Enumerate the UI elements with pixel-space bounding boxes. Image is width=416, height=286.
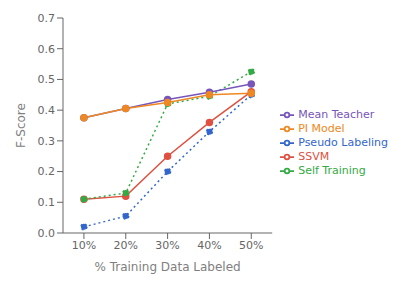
svg-text:0.6: 0.6 [38, 43, 56, 56]
svg-text:0.7: 0.7 [38, 12, 56, 25]
svg-text:% Training Data Labeled: % Training Data Labeled [94, 260, 240, 274]
svg-text:40%: 40% [197, 239, 221, 252]
svg-text:0.5: 0.5 [38, 73, 56, 86]
html-text:Mean Teacher: Mean Teacher [298, 108, 375, 121]
svg-text:50%: 50% [239, 239, 263, 252]
svg-text:0.3: 0.3 [38, 135, 56, 148]
svg-text:0.4: 0.4 [38, 104, 56, 117]
html-text:SSVM: SSVM [298, 150, 330, 163]
svg-text:0.2: 0.2 [38, 165, 56, 178]
svg-text:20%: 20% [114, 239, 138, 252]
svg-text:0.1: 0.1 [38, 196, 56, 209]
html-text:Self Training: Self Training [298, 164, 366, 177]
svg-text:30%: 30% [155, 239, 179, 252]
html-text:PI Model: PI Model [298, 122, 345, 135]
html-text:Pseudo Labeling: Pseudo Labeling [298, 136, 388, 149]
svg-text:F-Score: F-Score [14, 103, 28, 148]
svg-text:0.0: 0.0 [38, 227, 56, 240]
svg-text:10%: 10% [72, 239, 96, 252]
